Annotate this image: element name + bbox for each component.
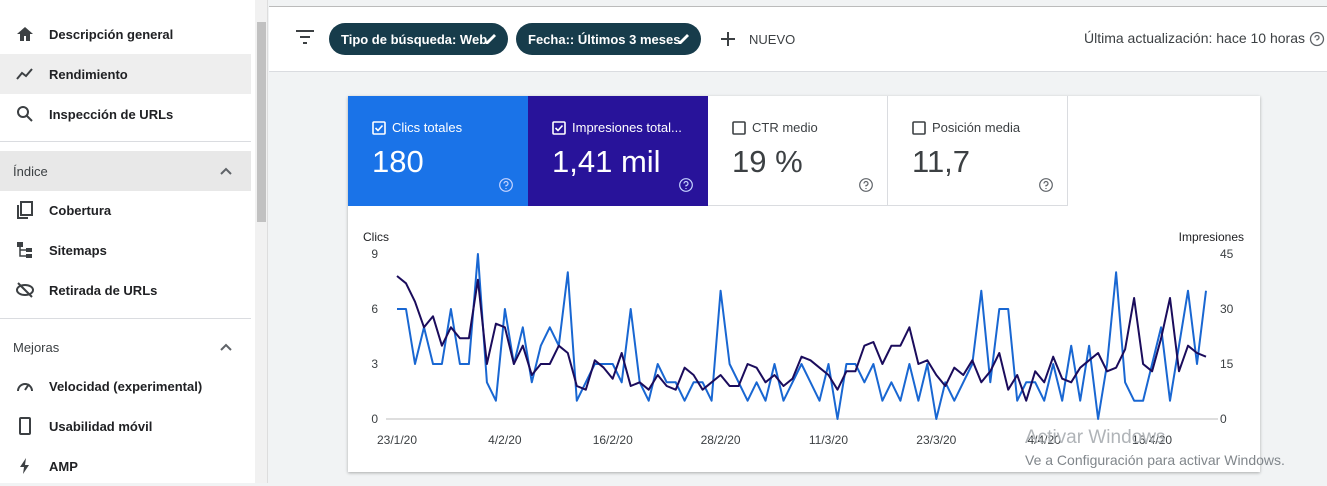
checkbox[interactable] — [372, 121, 386, 135]
help-icon — [859, 178, 873, 192]
metric-label: Posición media — [932, 120, 1021, 135]
section-title: Mejoras — [13, 339, 60, 355]
nav-item[interactable]: Retirada de URLs — [0, 270, 251, 310]
watermark-title: Activar Windows — [1025, 427, 1166, 448]
section-title: Índice — [13, 163, 48, 179]
y2-axis-title: Impresiones — [1179, 230, 1244, 244]
help-mark — [683, 180, 689, 189]
y2-tick-label: 45 — [1220, 247, 1234, 261]
checkmark — [374, 124, 384, 132]
chip-label: Fecha:: Últimos 3 meses — [528, 31, 681, 47]
chip-label: Tipo de búsqueda: Web — [341, 31, 488, 47]
checkbox-box — [732, 121, 746, 135]
x-tick-label: 16/4/20 — [1132, 433, 1172, 447]
section-header[interactable]: Índice — [0, 151, 251, 191]
checkbox[interactable] — [732, 121, 746, 135]
metric-value: 1,41 mil — [552, 144, 661, 179]
nav-label: Sitemaps — [49, 242, 107, 258]
sidebar: Descripción general Rendimiento Inspecci… — [0, 0, 255, 483]
nav-item[interactable]: Inspección de URLs — [0, 94, 251, 134]
metric-value: 180 — [372, 144, 424, 179]
separator — [0, 318, 251, 319]
scroll-thumb[interactable] — [257, 22, 266, 222]
metric-value: 19 % — [732, 144, 803, 179]
nav-label: Retirada de URLs — [49, 282, 158, 298]
help-icon — [679, 178, 693, 192]
metric-label: Clics totales — [392, 120, 463, 135]
metric-tile[interactable]: Clics totales 180 — [348, 96, 528, 206]
nav-label: Inspección de URLs — [49, 106, 174, 122]
section-header[interactable]: Mejoras — [0, 327, 251, 367]
metric-value: 11,7 — [912, 144, 971, 179]
nav-item[interactable]: AMP — [0, 446, 251, 486]
x-tick-label: 4/4/20 — [1028, 433, 1062, 447]
help-circle — [499, 178, 513, 192]
help-icon — [1039, 178, 1053, 192]
filter-chip[interactable]: Tipo de búsqueda: Web — [329, 23, 508, 55]
y2-tick-label: 30 — [1220, 302, 1234, 316]
y2-tick-label: 15 — [1220, 357, 1234, 371]
x-tick-label: 28/2/20 — [701, 433, 741, 447]
checkbox-box — [552, 121, 566, 135]
checkbox[interactable] — [912, 121, 926, 135]
nav-label: Rendimiento — [49, 66, 128, 82]
help-circle — [1039, 178, 1053, 192]
nav-item[interactable]: Usabilidad móvil — [0, 406, 251, 446]
nav-label: Cobertura — [49, 202, 112, 218]
nav-label: AMP — [49, 458, 78, 474]
x-tick-label: 16/2/20 — [593, 433, 633, 447]
y-tick-label: 0 — [371, 412, 378, 426]
x-tick-label: 11/3/20 — [809, 433, 848, 447]
checkmark — [554, 124, 564, 132]
help-circle — [679, 178, 693, 192]
watermark-subtitle: Ve a Configuración para activar Windows. — [1025, 452, 1285, 468]
y2-tick-label: 0 — [1220, 412, 1227, 426]
help-mark — [503, 180, 509, 189]
metric-tile[interactable]: Posición media 11,7 — [888, 96, 1068, 206]
nav-label: Usabilidad móvil — [49, 418, 153, 434]
performance-card: Clics totales 180 Impresiones total... 1,41… — [348, 96, 1260, 472]
nav-label: Velocidad (experimental) — [49, 378, 203, 394]
nav-item[interactable]: Rendimiento — [0, 54, 251, 94]
data-line — [397, 253, 1207, 420]
metric-tile[interactable]: CTR medio 19 % — [708, 96, 888, 206]
metric-label: CTR medio — [752, 120, 818, 135]
nav-item[interactable]: Velocidad (experimental) — [0, 366, 251, 406]
y-tick-label: 3 — [371, 357, 378, 371]
x-tick-label: 23/1/20 — [377, 433, 417, 447]
scrollbar[interactable] — [255, 0, 268, 483]
checkbox[interactable] — [552, 121, 566, 135]
nav-item[interactable]: Descripción general — [0, 14, 251, 54]
y-tick-label: 6 — [371, 302, 378, 316]
chart: Clics Impresiones 0 3 6 9 0 15 30 45 23/1/20 4/2/20… — [363, 230, 1244, 447]
help-mark — [1043, 180, 1049, 189]
help-icon — [499, 178, 513, 192]
checkbox-box — [912, 121, 926, 135]
filter-icon[interactable] — [295, 29, 315, 45]
help-icon[interactable] — [1309, 31, 1325, 47]
filter-chip[interactable]: Fecha:: Últimos 3 meses — [516, 23, 701, 55]
data-line — [396, 275, 1207, 402]
metric-label: Impresiones total... — [572, 120, 682, 135]
help-circle — [859, 178, 873, 192]
nav-item[interactable]: Sitemaps — [0, 230, 251, 270]
x-tick-label: 23/3/20 — [916, 433, 956, 447]
button-label: NUEVO — [749, 31, 796, 47]
checkbox-box — [372, 121, 386, 135]
help-mark — [863, 180, 869, 189]
metric-tile[interactable]: Impresiones total... 1,41 mil — [528, 96, 708, 206]
y-axis-title: Clics — [363, 230, 389, 244]
y-tick-label: 9 — [371, 247, 378, 261]
last-update: Última actualización: hace 10 horas — [1083, 30, 1305, 46]
x-tick-label: 4/2/20 — [488, 433, 522, 447]
toolbar: Tipo de búsqueda: Web Fecha:: Últimos 3 … — [269, 6, 1327, 72]
nav-label: Descripción general — [49, 26, 174, 42]
new-filter-button[interactable]: NUEVO — [719, 27, 795, 51]
nav-item[interactable]: Cobertura — [0, 190, 251, 230]
separator — [0, 141, 251, 142]
